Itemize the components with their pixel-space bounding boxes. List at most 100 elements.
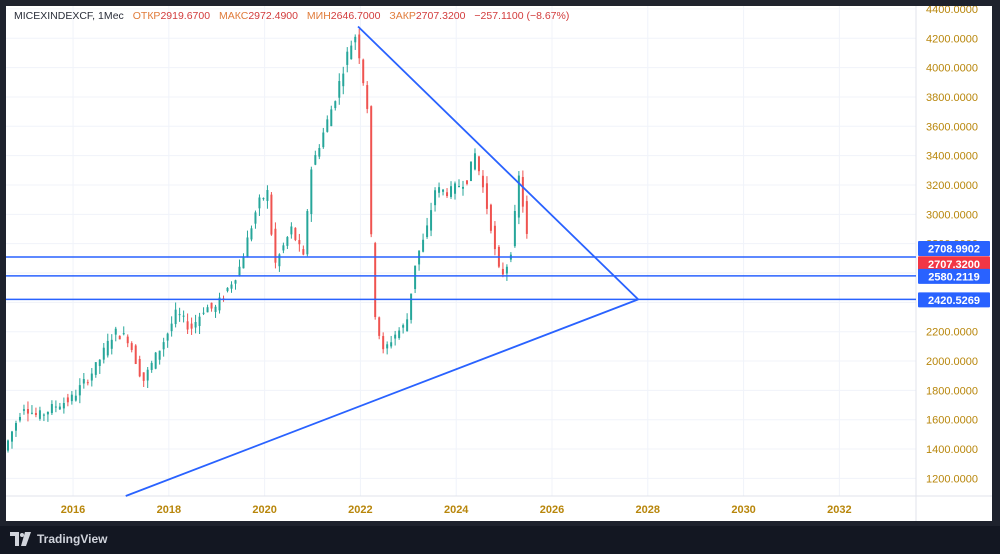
candle-body	[473, 153, 476, 170]
time-tick-label: 2022	[348, 504, 372, 516]
candle-body	[422, 239, 425, 252]
price-tick-label: 2000.0000	[926, 356, 978, 368]
candle-body	[493, 225, 496, 250]
brand-name: TradingView	[37, 532, 108, 546]
time-tick-label: 2024	[444, 504, 469, 516]
candle-body	[178, 314, 181, 316]
candle-body	[302, 249, 305, 255]
tradingview-logo[interactable]: TradingView	[10, 532, 107, 546]
candle-body	[182, 315, 185, 317]
candle-body	[142, 372, 145, 381]
price-tick-label: 3200.0000	[926, 180, 978, 192]
candle-body	[489, 204, 492, 231]
candle-body	[190, 323, 193, 329]
candle-body	[86, 382, 89, 384]
candle-body	[58, 406, 61, 410]
candle-body	[342, 73, 345, 87]
price-tick-label: 3600.0000	[926, 121, 978, 133]
candle-body	[286, 237, 289, 246]
candle-body	[158, 350, 161, 360]
candle-body	[334, 101, 337, 109]
candle-body	[134, 345, 137, 365]
candle-body	[258, 197, 261, 209]
price-tick-label: 3000.0000	[926, 209, 978, 221]
price-badge	[918, 292, 990, 308]
candle-body	[42, 414, 45, 416]
candle-body	[469, 161, 472, 181]
legend-close-label: ЗАКР	[389, 10, 416, 22]
candle-body	[390, 342, 393, 347]
time-tick-label: 2018	[157, 504, 181, 516]
candle-body	[94, 362, 97, 375]
candle-body	[274, 228, 277, 263]
candle-body	[118, 335, 121, 340]
candle-body	[166, 333, 169, 341]
candle-body	[330, 109, 333, 127]
candle-body	[322, 132, 325, 148]
candle-body	[366, 85, 369, 109]
legend-low-value: 2646.7000	[330, 10, 381, 22]
candle-body	[198, 316, 201, 327]
candle-body	[54, 406, 57, 408]
candle-body	[465, 180, 468, 184]
candle-body	[298, 240, 301, 245]
trendline	[357, 25, 639, 301]
candle-body	[30, 412, 33, 414]
candle-body	[90, 373, 93, 381]
time-tick-label: 2016	[61, 504, 85, 516]
chart-plot-area[interactable]: MICEXINDEXCF, 1Мес ОТКР2919.6700 МАКС297…	[6, 6, 992, 521]
candle-body	[262, 198, 265, 200]
trendline	[125, 298, 639, 497]
candle-body	[6, 440, 9, 451]
candle-body	[138, 359, 141, 377]
candle-body	[126, 336, 129, 344]
candle-body	[402, 325, 405, 328]
candle-body	[242, 256, 245, 269]
price-badge-label: 2707.3200	[928, 259, 980, 271]
candle-body	[517, 175, 520, 218]
candle-body	[501, 268, 504, 275]
legend-open-label: ОТКР	[132, 10, 161, 22]
time-tick-label: 2028	[636, 504, 660, 516]
candle-body	[278, 254, 281, 267]
candle-body	[461, 186, 464, 189]
candle-body	[238, 266, 241, 276]
candle-body	[82, 379, 85, 384]
candle-body	[74, 395, 77, 401]
price-tick-label: 1600.0000	[926, 415, 978, 427]
price-badge-label: 2420.5269	[928, 295, 980, 307]
candle-body	[398, 330, 401, 338]
candle-body	[525, 201, 528, 234]
candle-body	[426, 225, 429, 238]
price-tick-label: 4000.0000	[926, 63, 978, 75]
candle-body	[162, 342, 165, 350]
candle-body	[382, 336, 385, 350]
candle-body	[326, 119, 329, 132]
candle-body	[362, 59, 365, 84]
price-badge	[918, 268, 990, 284]
candle-body	[122, 333, 125, 335]
candle-body	[477, 156, 480, 172]
price-badge	[918, 256, 990, 272]
candle-body	[18, 416, 21, 421]
candle-body	[66, 397, 69, 403]
candle-body	[434, 190, 437, 206]
candle-body	[454, 183, 457, 194]
candle-body	[150, 362, 153, 370]
candle-body	[358, 34, 361, 59]
legend-high-value: 2972.4900	[248, 10, 298, 22]
candle-body	[481, 175, 484, 188]
candle-body	[106, 340, 109, 356]
candle-body	[210, 302, 213, 309]
candle-body	[38, 410, 41, 419]
price-tick-label: 4400.0000	[926, 6, 978, 16]
candle-body	[354, 36, 357, 43]
price-tick-label: 2200.0000	[926, 327, 978, 339]
candle-body	[318, 148, 321, 157]
candle-body	[386, 344, 389, 349]
candlestick-chart[interactable]: 1200.0000 1400.0000 1600.0000 1800.0000 2000…	[6, 6, 992, 521]
candle-body	[414, 265, 417, 290]
candle-body	[22, 409, 25, 411]
candle-body	[430, 210, 433, 231]
